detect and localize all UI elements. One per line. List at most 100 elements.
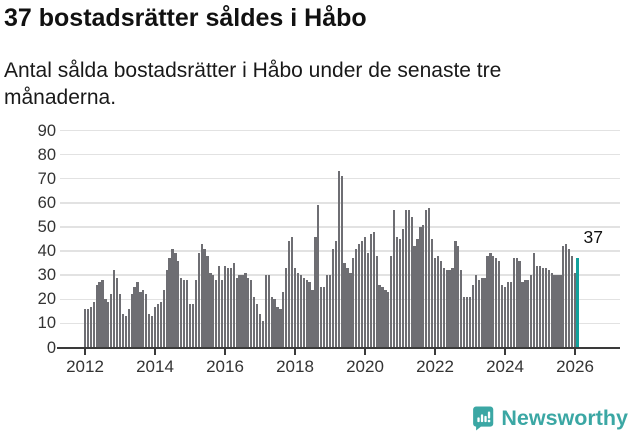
bar xyxy=(188,304,192,348)
y-tick-label: 90 xyxy=(37,121,56,140)
bar xyxy=(492,255,495,348)
bar xyxy=(89,306,92,348)
bar xyxy=(162,289,165,348)
bar xyxy=(363,236,367,348)
bar xyxy=(372,231,375,348)
bar xyxy=(512,258,515,348)
y-tick-label: 70 xyxy=(37,169,56,188)
bar xyxy=(550,272,553,348)
bar xyxy=(398,239,402,348)
bar xyxy=(288,241,291,348)
bar xyxy=(404,210,407,348)
chart-subtitle-line-1: Antal sålda bostadsrätter i Håbo under d… xyxy=(4,59,502,82)
bar xyxy=(346,267,349,348)
y-tick-label: 80 xyxy=(37,145,56,164)
bar xyxy=(296,272,299,348)
bar xyxy=(255,304,259,348)
bar xyxy=(460,270,463,348)
bar xyxy=(215,279,218,348)
x-tick-label: 2016 xyxy=(206,357,244,376)
bar xyxy=(180,277,183,348)
bar xyxy=(530,275,533,348)
bar xyxy=(282,292,285,348)
bar xyxy=(570,255,574,348)
bar xyxy=(559,275,562,348)
bar xyxy=(343,263,346,348)
bar xyxy=(101,279,104,348)
bar xyxy=(358,243,361,348)
bar xyxy=(121,313,124,348)
bar xyxy=(395,236,399,348)
bar xyxy=(538,265,542,348)
y-tick-label: 30 xyxy=(37,266,56,285)
bar xyxy=(323,287,326,348)
bar xyxy=(133,287,136,348)
bar xyxy=(445,270,448,348)
last-value-annotation: 37 xyxy=(583,227,603,247)
bar xyxy=(474,275,477,348)
bar xyxy=(384,289,387,348)
bar xyxy=(410,217,413,348)
bar xyxy=(541,267,544,348)
bar xyxy=(547,270,550,348)
bar xyxy=(235,277,238,348)
highlighted-bar xyxy=(576,258,580,348)
bar xyxy=(139,292,142,348)
y-tick-label: 10 xyxy=(37,314,56,333)
bar xyxy=(457,246,460,348)
bar xyxy=(299,275,302,348)
bar xyxy=(250,279,253,348)
bar xyxy=(430,239,434,348)
bar xyxy=(98,282,101,348)
bar xyxy=(171,248,174,348)
x-tick-mark xyxy=(224,349,226,355)
bar xyxy=(136,282,139,348)
chart-subtitle-line-2: månaderna. xyxy=(4,86,117,109)
bar xyxy=(153,306,157,348)
bar xyxy=(340,176,343,348)
bar xyxy=(83,308,87,348)
bar xyxy=(334,241,337,348)
gridline xyxy=(60,177,620,180)
x-tick-label: 2020 xyxy=(346,357,384,376)
bar xyxy=(86,308,89,348)
bar xyxy=(521,282,524,348)
bar xyxy=(352,258,355,348)
bar xyxy=(276,306,279,348)
x-tick-label: 2014 xyxy=(136,357,174,376)
bar xyxy=(200,243,203,348)
bar xyxy=(360,241,364,348)
bar xyxy=(232,263,235,348)
bar xyxy=(506,282,509,348)
bar xyxy=(568,248,571,348)
bar xyxy=(124,316,127,348)
bar xyxy=(185,279,189,348)
bar xyxy=(416,239,419,348)
bar xyxy=(118,294,122,348)
x-tick-mark xyxy=(154,349,156,355)
bar xyxy=(264,275,267,348)
bar xyxy=(270,296,273,348)
bar xyxy=(535,265,539,348)
bar xyxy=(500,284,504,348)
bar xyxy=(238,275,241,348)
bar xyxy=(562,246,565,348)
bar xyxy=(203,248,206,348)
bar xyxy=(253,296,256,348)
y-tick-label: 40 xyxy=(37,242,56,261)
bar xyxy=(503,287,507,348)
bar xyxy=(127,308,130,348)
bar xyxy=(293,267,297,348)
bar xyxy=(279,308,282,348)
newsworthy-logo: Newsworthy xyxy=(472,400,628,436)
x-tick-label: 2022 xyxy=(416,357,454,376)
bar xyxy=(477,279,480,348)
y-tick-label: 60 xyxy=(37,193,56,212)
bar xyxy=(518,260,521,348)
bar xyxy=(191,304,194,348)
bar xyxy=(273,299,276,348)
bar xyxy=(113,270,116,348)
x-tick-mark xyxy=(434,349,436,355)
y-tick-label: 0 xyxy=(46,338,56,357)
gridline xyxy=(60,153,620,156)
